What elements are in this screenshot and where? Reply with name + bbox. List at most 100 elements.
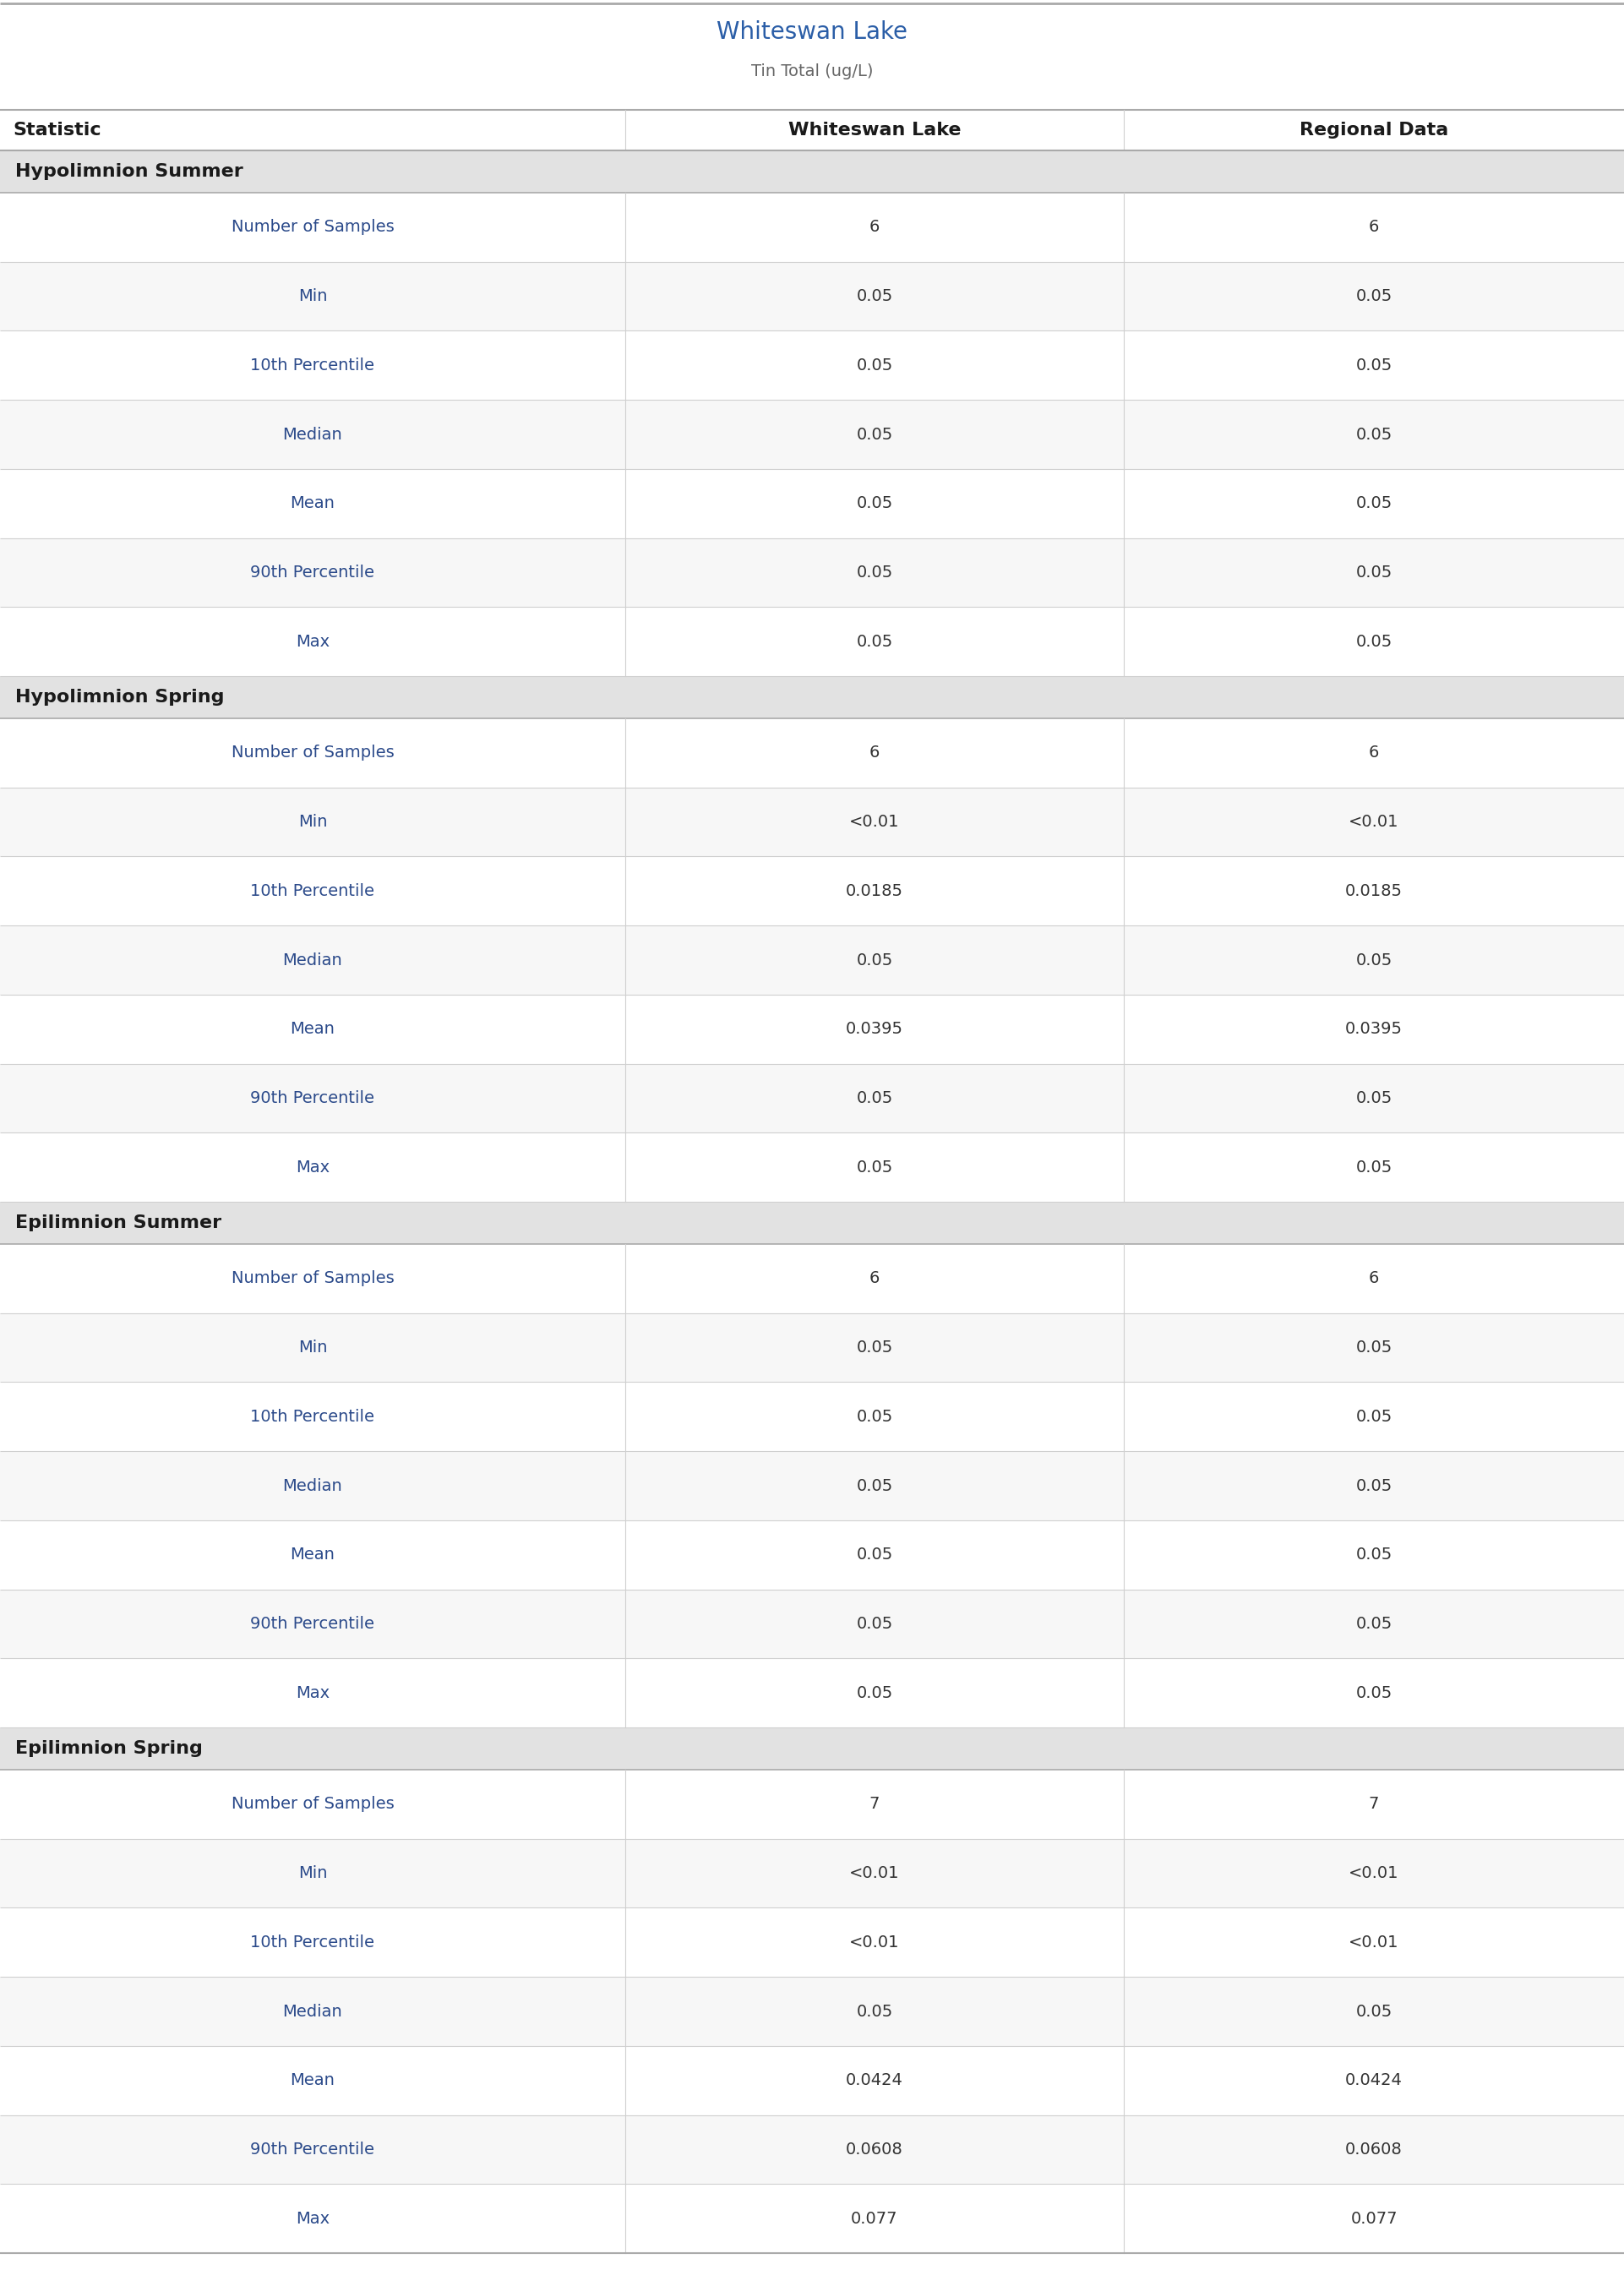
Text: Epilimnion Spring: Epilimnion Spring — [15, 1741, 203, 1757]
Text: Min: Min — [299, 1866, 326, 1882]
Text: 0.05: 0.05 — [1356, 2004, 1392, 2020]
Text: 0.0608: 0.0608 — [1345, 2141, 1403, 2156]
Bar — [0, 717, 1624, 788]
Bar — [0, 788, 1624, 856]
Text: Max: Max — [296, 633, 330, 649]
Bar — [0, 1839, 1624, 1907]
Text: 0.05: 0.05 — [856, 1546, 893, 1562]
Text: 10th Percentile: 10th Percentile — [250, 883, 375, 899]
Text: 0.05: 0.05 — [1356, 1684, 1392, 1700]
Text: 0.05: 0.05 — [1356, 1410, 1392, 1426]
Text: Number of Samples: Number of Samples — [231, 220, 395, 236]
Text: 0.05: 0.05 — [1356, 1616, 1392, 1632]
Text: 0.05: 0.05 — [1356, 427, 1392, 443]
Text: 0.05: 0.05 — [856, 288, 893, 304]
Bar — [0, 1907, 1624, 1977]
Text: Whiteswan Lake: Whiteswan Lake — [788, 123, 961, 138]
Bar — [0, 261, 1624, 331]
Text: 0.05: 0.05 — [1356, 1339, 1392, 1355]
Text: 6: 6 — [1369, 1271, 1379, 1287]
Text: Mean: Mean — [291, 1022, 335, 1037]
Text: Whiteswan Lake: Whiteswan Lake — [716, 20, 908, 43]
Text: 0.05: 0.05 — [856, 356, 893, 372]
Bar — [0, 193, 1624, 261]
Text: 6: 6 — [869, 1271, 880, 1287]
Text: <0.01: <0.01 — [849, 815, 900, 831]
Text: Number of Samples: Number of Samples — [231, 1796, 395, 1811]
Text: Mean: Mean — [291, 2073, 335, 2088]
Text: 90th Percentile: 90th Percentile — [250, 565, 375, 581]
Text: 0.0424: 0.0424 — [846, 2073, 903, 2088]
Text: <0.01: <0.01 — [1350, 1934, 1398, 1950]
Text: <0.01: <0.01 — [1350, 1866, 1398, 1882]
Text: 0.05: 0.05 — [856, 1410, 893, 1426]
Text: 0.05: 0.05 — [1356, 495, 1392, 511]
Text: 0.05: 0.05 — [856, 565, 893, 581]
Text: Hypolimnion Spring: Hypolimnion Spring — [15, 688, 224, 706]
Text: Max: Max — [296, 1160, 330, 1176]
Text: 6: 6 — [869, 220, 880, 236]
Text: 0.0395: 0.0395 — [1345, 1022, 1403, 1037]
Text: 0.05: 0.05 — [1356, 1546, 1392, 1562]
Text: 6: 6 — [1369, 220, 1379, 236]
Bar — [0, 1244, 1624, 1312]
Text: Mean: Mean — [291, 495, 335, 511]
Text: 0.05: 0.05 — [1356, 1090, 1392, 1105]
Text: 90th Percentile: 90th Percentile — [250, 1090, 375, 1105]
Text: 0.077: 0.077 — [851, 2211, 898, 2227]
Text: 0.05: 0.05 — [856, 2004, 893, 2020]
Bar — [0, 1589, 1624, 1659]
Text: <0.01: <0.01 — [849, 1934, 900, 1950]
Text: <0.01: <0.01 — [1350, 815, 1398, 831]
Text: 0.05: 0.05 — [856, 1684, 893, 1700]
Text: 10th Percentile: 10th Percentile — [250, 1934, 375, 1950]
Text: 0.0608: 0.0608 — [846, 2141, 903, 2156]
Bar — [0, 1771, 1624, 1839]
Bar — [0, 538, 1624, 606]
Text: 0.0424: 0.0424 — [1345, 2073, 1403, 2088]
Bar — [0, 1521, 1624, 1589]
Text: 0.05: 0.05 — [856, 633, 893, 649]
Text: 0.05: 0.05 — [1356, 565, 1392, 581]
Text: 0.05: 0.05 — [1356, 288, 1392, 304]
Text: 0.05: 0.05 — [1356, 1160, 1392, 1176]
Text: Median: Median — [283, 427, 343, 443]
Text: Median: Median — [283, 1478, 343, 1494]
Bar — [0, 150, 1624, 193]
Bar — [0, 676, 1624, 717]
Bar — [0, 1382, 1624, 1451]
Bar — [0, 1201, 1624, 1244]
Bar — [0, 2184, 1624, 2254]
Bar — [0, 1727, 1624, 1771]
Text: 90th Percentile: 90th Percentile — [250, 2141, 375, 2156]
Text: Min: Min — [299, 815, 326, 831]
Text: 0.05: 0.05 — [856, 951, 893, 967]
Text: 90th Percentile: 90th Percentile — [250, 1616, 375, 1632]
Text: 10th Percentile: 10th Percentile — [250, 356, 375, 372]
Text: Min: Min — [299, 288, 326, 304]
Bar — [0, 331, 1624, 400]
Text: Number of Samples: Number of Samples — [231, 745, 395, 760]
Text: 0.05: 0.05 — [856, 1339, 893, 1355]
Text: 0.05: 0.05 — [1356, 1478, 1392, 1494]
Text: Median: Median — [283, 2004, 343, 2020]
Text: Number of Samples: Number of Samples — [231, 1271, 395, 1287]
Text: 0.05: 0.05 — [856, 495, 893, 511]
Text: Mean: Mean — [291, 1546, 335, 1562]
Text: Tin Total (ug/L): Tin Total (ug/L) — [750, 64, 874, 79]
Text: Statistic: Statistic — [13, 123, 101, 138]
Text: Epilimnion Summer: Epilimnion Summer — [15, 1214, 221, 1230]
Bar — [0, 400, 1624, 470]
Bar — [0, 1451, 1624, 1521]
Text: 0.05: 0.05 — [1356, 633, 1392, 649]
Bar — [0, 1312, 1624, 1382]
Text: 0.05: 0.05 — [856, 1090, 893, 1105]
Text: 6: 6 — [869, 745, 880, 760]
Text: Max: Max — [296, 2211, 330, 2227]
Bar — [0, 1659, 1624, 1727]
Text: 10th Percentile: 10th Percentile — [250, 1410, 375, 1426]
Bar — [0, 856, 1624, 926]
Bar — [0, 2045, 1624, 2116]
Text: <0.01: <0.01 — [849, 1866, 900, 1882]
Bar — [0, 1977, 1624, 2045]
